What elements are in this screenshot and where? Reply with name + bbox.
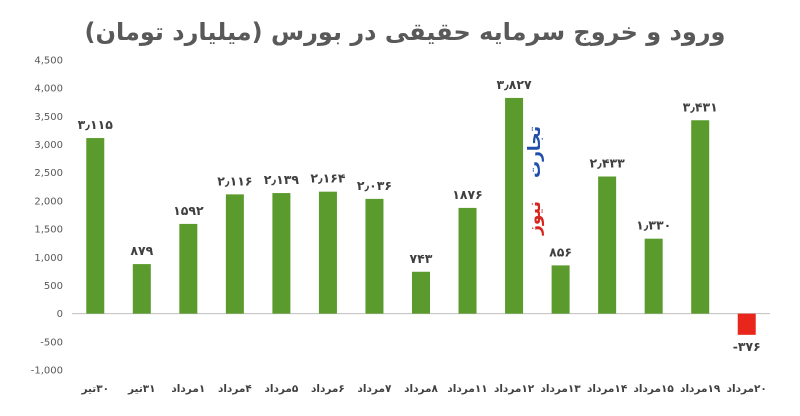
data-label: ۲٫۱۳۹ — [264, 172, 300, 187]
x-category-label: ۱۱مرداد — [447, 383, 487, 395]
x-category-label: ۳۰تیر — [80, 383, 109, 395]
data-label: ۱۵۹۲ — [173, 203, 204, 218]
x-category-label: ۱مرداد — [171, 383, 205, 395]
watermark-line-1: تجارت — [525, 126, 545, 178]
bar — [644, 238, 663, 314]
data-label: ۱۸۷۶ — [452, 187, 483, 202]
y-tick-label: 2,500 — [34, 168, 63, 179]
x-category-label: ۴مرداد — [218, 383, 252, 395]
y-tick-label: 2,000 — [34, 196, 63, 207]
bar — [412, 271, 430, 314]
x-category-label: ۵مرداد — [264, 383, 298, 395]
data-label: ۸۵۶ — [549, 244, 572, 259]
data-label: ۷۴۳ — [410, 251, 433, 266]
y-tick-label: 3,000 — [34, 140, 63, 151]
bar — [691, 120, 710, 314]
data-label: ۳٫۱۱۵ — [78, 117, 114, 132]
y-tick-label: 1,000 — [34, 253, 63, 264]
bar — [551, 265, 570, 314]
x-axis: ۳۰تیر ۳۱تیر ۱مرداد ۴مرداد ۵مرداد ۶مرداد ۷مرداد… — [80, 383, 766, 395]
chart-title: ورود و خروج سرمایه حقیقی در بورس (میلیار… — [85, 18, 726, 46]
watermark-logo: تجارت — [525, 126, 545, 178]
bar — [272, 193, 291, 314]
x-category-label: ۷مرداد — [358, 383, 392, 395]
x-category-label: ۱۵مرداد — [634, 383, 675, 395]
x-category-label: ۱۹مرداد — [680, 383, 721, 395]
bar — [365, 198, 384, 314]
x-category-label: ۱۴مرداد — [587, 383, 628, 395]
y-tick-label: 500 — [44, 281, 63, 292]
bar — [737, 313, 756, 335]
bar — [598, 176, 617, 314]
x-category-label: ۳۱تیر — [127, 383, 156, 395]
bar — [458, 207, 477, 314]
data-label: ۲٫۰۳۶ — [357, 178, 392, 193]
y-tick-label: 0 — [57, 309, 63, 320]
watermark-logo-2: نیوز — [525, 201, 545, 236]
bar — [225, 194, 244, 314]
x-category-label: ۱۲مرداد — [494, 383, 535, 395]
data-label: -۳۷۶ — [733, 339, 761, 354]
data-label: ۱٫۳۳۰ — [636, 218, 671, 233]
y-tick-label: 1,500 — [34, 225, 63, 236]
data-label: ۳٫۴۳۱ — [683, 99, 718, 114]
y-tick-label: 4,500 — [34, 56, 63, 67]
data-label: ۳٫۸۲۷ — [496, 77, 532, 92]
y-tick-label: 3,500 — [34, 112, 63, 123]
x-category-label: ۶مرداد — [311, 383, 345, 395]
bar — [505, 97, 524, 314]
y-tick-label: -1,000 — [31, 366, 63, 377]
y-tick-label: 4,000 — [34, 84, 63, 95]
bar — [86, 138, 105, 314]
y-axis: -1,000 -500 0 500 1,000 1,500 2,000 2,500 3,000 3… — [31, 56, 770, 377]
x-category-label: ۸مرداد — [404, 383, 438, 395]
data-label: ۲٫۴۳۳ — [590, 156, 626, 171]
data-label: ۲٫۱۱۶ — [217, 173, 252, 188]
bars-group — [86, 97, 756, 335]
data-label: ۲٫۱۶۴ — [310, 171, 346, 186]
y-tick-label: -500 — [40, 337, 63, 348]
x-category-label: ۲۰مرداد — [727, 383, 767, 395]
watermark-line-2: نیوز — [525, 201, 545, 236]
bar — [318, 191, 337, 314]
bar — [179, 223, 198, 314]
x-category-label: ۱۳مرداد — [540, 383, 581, 395]
bar — [132, 264, 151, 314]
data-label: ۸۷۹ — [130, 243, 153, 258]
data-labels-group: ۳٫۱۱۵ ۸۷۹ ۱۵۹۲ ۲٫۱۱۶ ۲٫۱۳۹ ۲٫۱۶۴ ۲٫۰۳۶ ۷۴۳ ۱۸۷۶ ۳… — [78, 77, 761, 354]
